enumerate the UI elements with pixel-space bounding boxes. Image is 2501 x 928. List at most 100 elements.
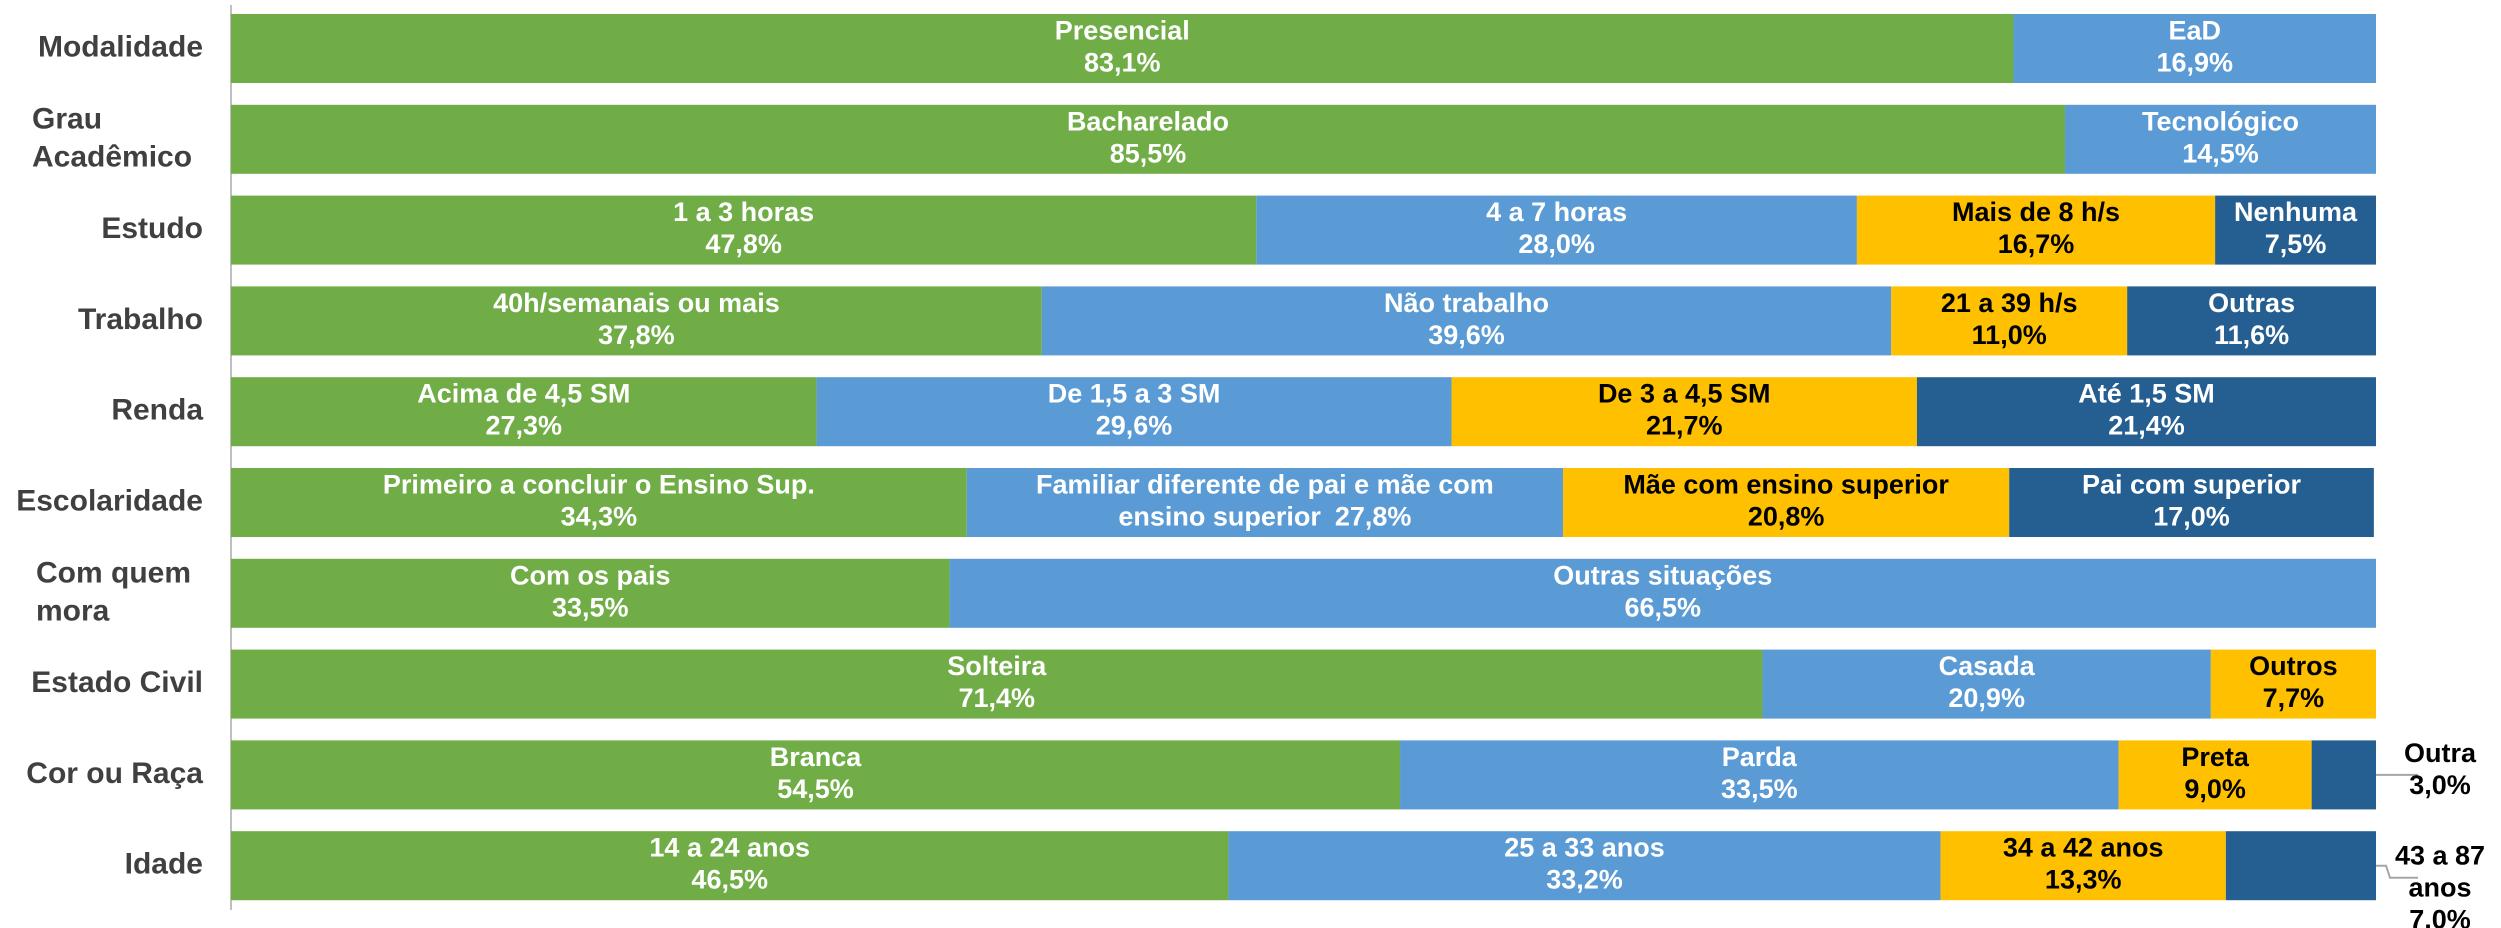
label-line: Preta <box>2181 742 2250 772</box>
label-line: 9,0% <box>2184 774 2246 804</box>
data-label: 1 a 3 horas 47,8% <box>673 197 814 259</box>
label-line: 1 a 3 horas <box>673 197 814 227</box>
bar-segment <box>1041 286 1892 356</box>
label-line: Estudo <box>101 212 203 245</box>
data-label: Preta 9,0% <box>2181 742 2250 804</box>
data-label: Bacharelado 85,5% <box>1067 106 1229 168</box>
label-line: Casada <box>1939 651 2036 681</box>
bar-segment <box>1563 468 2010 537</box>
data-label: Outras 11,6% <box>2208 288 2295 350</box>
bar-segment <box>1228 831 1941 901</box>
label-line: Tecnológico <box>2142 106 2299 136</box>
label-line: EaD <box>2168 16 2221 46</box>
label-line: 47,8% <box>705 229 782 259</box>
label-line: 40h/semanais ou mais <box>493 288 780 318</box>
label-line: Mais de 8 h/s <box>1952 197 2120 227</box>
label-line: 83,1% <box>1084 48 1161 78</box>
data-label: Outra 3,0% <box>2404 738 2477 800</box>
bar-segment <box>2210 649 2376 719</box>
bar-segment <box>1256 195 1857 265</box>
leader-line <box>2376 864 2418 879</box>
bar-segment <box>2064 104 2376 174</box>
bar-segment <box>1451 377 1917 447</box>
category-label: Idade <box>125 848 203 881</box>
label-line: 33,5% <box>552 592 629 622</box>
data-label: 4 a 7 horas 28,0% <box>1486 197 1627 259</box>
bar-segment <box>231 468 967 537</box>
data-label: 21 a 39 h/s 11,0% <box>1941 288 2078 350</box>
data-label: 14 a 24 anos 46,5% <box>649 833 810 895</box>
category-label: Estado Civil <box>31 666 203 699</box>
label-line: De 1,5 a 3 SM <box>1048 379 1221 409</box>
bar-segment <box>2013 14 2376 83</box>
label-line: Outros <box>2249 651 2338 681</box>
bar-segment <box>1762 649 2211 719</box>
data-label: Pai com superior 17,0% <box>2082 470 2302 532</box>
bar-segment <box>2225 831 2376 901</box>
bar-segment <box>816 377 1452 447</box>
category-label: Escolaridade <box>16 484 203 517</box>
label-line: Mãe com ensino superior <box>1623 470 1949 500</box>
label-line: Estado Civil <box>31 666 203 699</box>
data-label: Tecnológico 14,5% <box>2142 106 2299 168</box>
label-line: Primeiro a concluir o Ensino Sup. <box>383 470 815 500</box>
label-line: 33,5% <box>1721 774 1798 804</box>
bar-segment <box>231 377 817 447</box>
data-label: Primeiro a concluir o Ensino Sup. 34,3% <box>383 470 815 532</box>
label-line: 3,0% <box>2409 770 2471 800</box>
label-line: Idade <box>125 848 203 881</box>
bar-segment <box>1916 377 2376 447</box>
data-label: 25 a 33 anos 33,2% <box>1504 833 1665 895</box>
label-line: 34,3% <box>561 502 638 532</box>
data-label: Não trabalho 39,6% <box>1384 288 1549 350</box>
label-line: 21 a 39 h/s <box>1941 288 2078 318</box>
bar-segment <box>1891 286 2128 356</box>
label-line: Outra <box>2404 738 2477 768</box>
label-line: Cor ou Raça <box>26 757 203 790</box>
data-label: 34 a 42 anos 13,3% <box>2003 833 2164 895</box>
data-label: Mais de 8 h/s 16,7% <box>1952 197 2120 259</box>
label-line: 21,7% <box>1646 411 1723 441</box>
bar-segment <box>949 558 2377 628</box>
label-line: 20,8% <box>1748 502 1825 532</box>
label-line: 11,6% <box>2214 320 2289 350</box>
label-line: 11,0% <box>1972 320 2047 350</box>
label-line: 33,2% <box>1546 865 1623 895</box>
label-line: 14 a 24 anos <box>649 833 810 863</box>
bar-segment <box>966 468 1564 537</box>
data-label: Casada 20,9% <box>1939 651 2036 713</box>
data-label: Outras situações 66,5% <box>1553 560 1772 622</box>
label-line: Acadêmico <box>32 140 192 173</box>
label-line: 43 a 87 <box>2395 841 2485 871</box>
data-label: 43 a 87 anos 7,0% <box>2395 841 2485 928</box>
label-line: Trabalho <box>78 303 203 336</box>
label-line: 46,5% <box>691 865 768 895</box>
category-label: Grau Acadêmico <box>32 102 192 173</box>
label-line: 16,9% <box>2156 48 2233 78</box>
data-label: Mãe com ensino superior 20,8% <box>1623 470 1949 532</box>
category-label: Cor ou Raça <box>26 757 203 790</box>
label-line: 20,9% <box>1948 683 2025 713</box>
bar-segment <box>231 195 1257 265</box>
label-line: Solteira <box>947 651 1047 681</box>
label-line: Nenhuma <box>2234 197 2358 227</box>
data-label: Outros 7,7% <box>2249 651 2338 713</box>
label-line: Não trabalho <box>1384 288 1549 318</box>
data-label: Com os pais 33,5% <box>510 560 671 622</box>
label-line: mora <box>36 594 110 627</box>
label-line: 37,8% <box>598 320 675 350</box>
bar-segment <box>1940 831 2226 901</box>
bar-segment <box>231 649 1763 719</box>
label-line: 29,6% <box>1096 411 1173 441</box>
data-label: Acima de 4,5 SM 27,3% <box>417 379 630 441</box>
label-line: 34 a 42 anos <box>2003 833 2164 863</box>
bar-segment <box>2118 740 2312 810</box>
label-line: 25 a 33 anos <box>1504 833 1665 863</box>
label-line: De 3 a 4,5 SM <box>1598 379 1771 409</box>
data-label: 40h/semanais ou mais 37,8% <box>493 288 780 350</box>
category-label: Estudo <box>101 212 203 245</box>
label-line: 7,5% <box>2265 229 2327 259</box>
data-label: De 3 a 4,5 SM 21,7% <box>1598 379 1771 441</box>
data-label: De 1,5 a 3 SM 29,6% <box>1048 379 1221 441</box>
